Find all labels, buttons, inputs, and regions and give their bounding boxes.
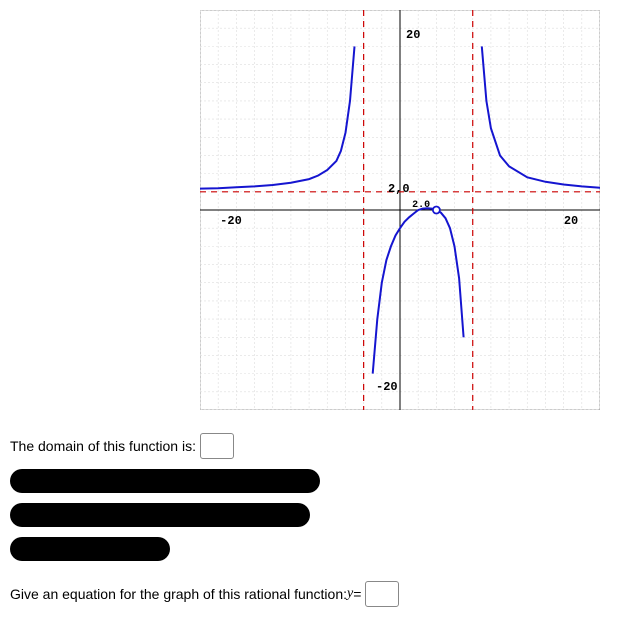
domain-input[interactable] bbox=[200, 433, 234, 459]
question-section: The domain of this function is: Give an … bbox=[10, 433, 612, 607]
redacted-line bbox=[10, 469, 320, 493]
function-graph: -20 20 20 -20 2,02.0 bbox=[200, 10, 600, 410]
equation-question: Give an equation for the graph of this r… bbox=[10, 581, 612, 607]
equation-label: Give an equation for the graph of this r… bbox=[10, 586, 347, 602]
redacted-line bbox=[10, 503, 310, 527]
domain-question: The domain of this function is: bbox=[10, 433, 612, 459]
svg-text:2.0: 2.0 bbox=[412, 200, 430, 211]
graph-container: -20 20 20 -20 2,02.0 bbox=[200, 10, 612, 413]
svg-text:20: 20 bbox=[564, 214, 578, 228]
redacted-line bbox=[10, 537, 170, 561]
svg-text:2,0: 2,0 bbox=[388, 182, 410, 196]
equals-sign: = bbox=[353, 586, 361, 602]
svg-text:-20: -20 bbox=[220, 214, 242, 228]
equation-input[interactable] bbox=[365, 581, 399, 607]
redacted-lines bbox=[10, 469, 612, 561]
svg-text:-20: -20 bbox=[376, 380, 398, 394]
domain-label: The domain of this function is: bbox=[10, 438, 196, 454]
svg-text:20: 20 bbox=[406, 28, 420, 42]
